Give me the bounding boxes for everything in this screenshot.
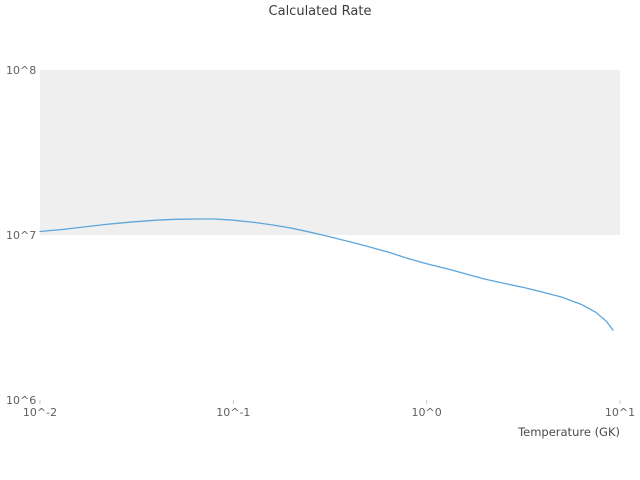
background-band xyxy=(40,70,620,235)
x-tick-label: 10^-1 xyxy=(216,406,250,419)
x-tick-label: 10^0 xyxy=(412,406,442,419)
y-tick-label: 10^8 xyxy=(6,64,36,77)
x-tick-label: 10^1 xyxy=(605,406,635,419)
chart-title: Calculated Rate xyxy=(268,4,372,19)
x-axis-label: Temperature (GK) xyxy=(518,425,620,439)
y-tick-label: 10^6 xyxy=(6,394,36,407)
x-tick-label: 10^-2 xyxy=(23,406,57,419)
y-tick-label: 10^7 xyxy=(6,229,36,242)
rate-line xyxy=(39,218,614,331)
